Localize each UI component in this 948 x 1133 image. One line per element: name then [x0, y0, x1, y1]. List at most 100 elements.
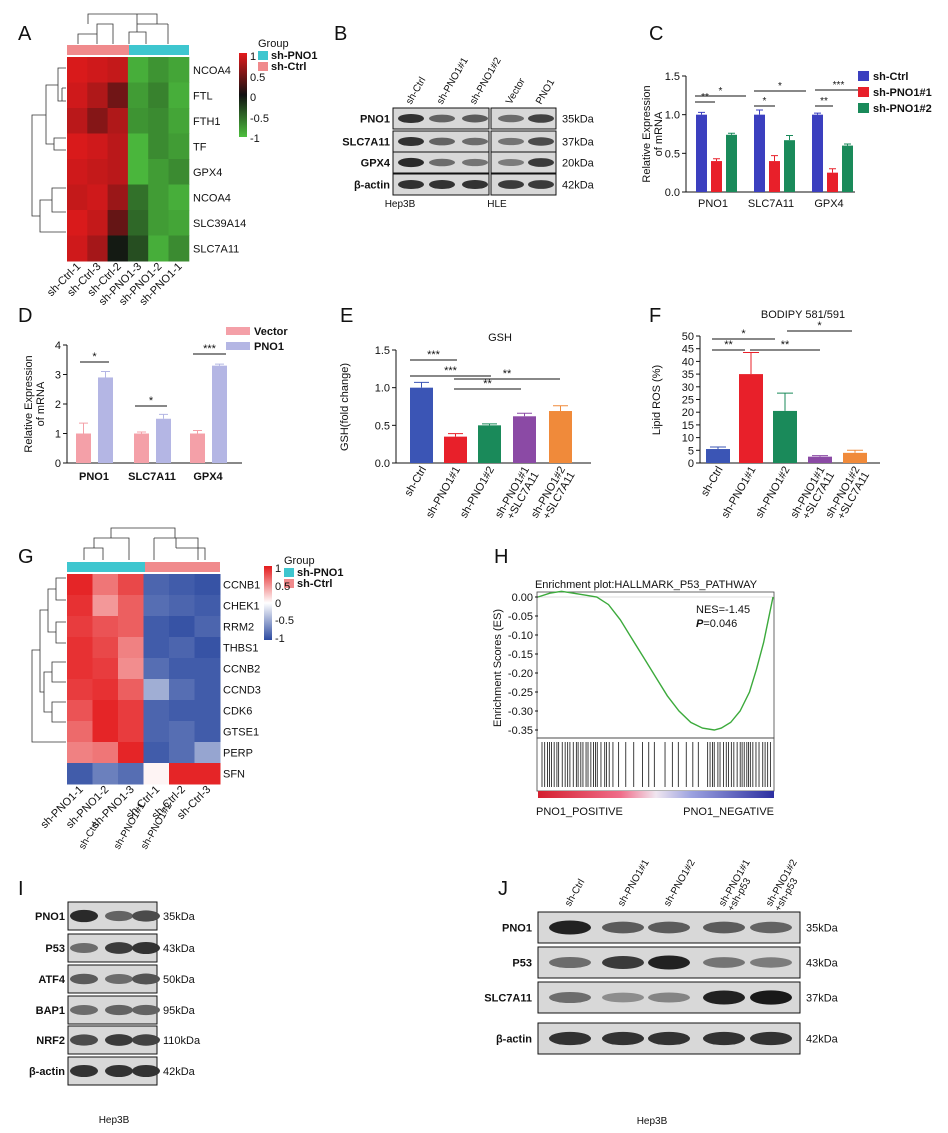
band [132, 941, 160, 955]
x-tick-label-sh-pno1-2: sh-PNO1#2 [458, 465, 497, 521]
gene-label-ftl: FTL [193, 90, 213, 102]
group-bar-sh-pno1 [129, 45, 189, 55]
band [750, 990, 792, 1005]
band [750, 957, 792, 968]
heatmap-cell [143, 574, 170, 596]
panel-b-western-blot: sh-Ctrl sh-PNO1#1sh-PNO1#2 Vector PNO1 PNO1… [342, 55, 594, 210]
bar-sh-pno1-1-slc7a11 [808, 456, 832, 463]
heatmap-cell [148, 159, 169, 185]
bar-sh-pno1-2-slc7a11 [843, 452, 867, 463]
significance-mark: *** [427, 349, 441, 361]
column-dendrogram [83, 527, 206, 560]
band [70, 909, 98, 923]
band [498, 137, 524, 146]
heatmap-cell [67, 616, 93, 638]
heatmap-cell [67, 658, 93, 680]
heatmap-cell [148, 133, 169, 160]
gene-label-ncoa4: NCOA4 [193, 192, 231, 204]
heatmap-cell [107, 133, 129, 160]
group-legend-title: Group [284, 555, 315, 567]
heatmap-cell [168, 210, 190, 236]
band [429, 179, 455, 190]
significance-mark: * [92, 351, 97, 363]
lane-label-part: sh-Ctrl [404, 75, 428, 106]
cell-line-hle: HLE [487, 199, 507, 210]
heatmap-cell [148, 210, 169, 236]
band [398, 113, 424, 124]
y-tick-label: -0.25 [508, 687, 533, 699]
heatmap-cell [194, 700, 221, 722]
significance-mark: ** [724, 339, 733, 351]
significance-mark: ** [781, 339, 790, 351]
bar-sh-pno1-1-slc7a11 [769, 161, 780, 192]
heatmap-cell [67, 57, 88, 83]
band [462, 137, 488, 146]
significance-mark: * [719, 86, 723, 97]
heatmap-cell [143, 742, 170, 764]
x-tick-label-sh-pno1-2: sh-PNO1#2 [753, 465, 792, 521]
right-phenotype-label: PNO1_NEGATIVE [683, 806, 774, 818]
legend-label-pno1: PNO1 [254, 341, 284, 353]
gene-label-gpx4: GPX4 [193, 167, 222, 179]
band [105, 1034, 133, 1046]
heatmap-cell [148, 57, 169, 83]
gene-label-ncoa4: NCOA4 [193, 65, 231, 77]
band [105, 942, 133, 954]
protein-label-gpx4: GPX4 [361, 158, 391, 170]
scale-label-0: 0 [275, 598, 281, 610]
size-label-42kda: 42kDa [806, 1034, 839, 1046]
heatmap-cell [169, 616, 195, 638]
gene-label-slc7a11: SLC7A11 [193, 243, 239, 255]
heatmap-cell [127, 133, 149, 160]
band [132, 973, 160, 985]
error-bar [777, 392, 793, 411]
heatmap-cell [168, 57, 190, 83]
lane-label-part: sh-PNO1#1 [435, 55, 471, 106]
legend-label-sh-pno1: sh-PNO1 [271, 50, 317, 62]
band [498, 180, 524, 189]
band [462, 179, 488, 190]
band [70, 973, 98, 985]
lane-label-part: sh-PNO1#1 [616, 857, 652, 908]
gene-label-ccnd3: CCND3 [223, 685, 261, 697]
y-tick-label: -0.05 [508, 611, 533, 623]
heatmap-cell [143, 658, 170, 680]
band [602, 921, 644, 934]
band [132, 1034, 160, 1046]
y-axis-label: GSH(fold change) [339, 363, 351, 451]
error-bar [812, 455, 828, 457]
heatmap-cell [118, 595, 144, 617]
bar-sh-ctrl-slc7a11 [754, 114, 765, 192]
band [132, 910, 160, 922]
x-tick-label-part: sh-Ctrl [403, 465, 430, 499]
protein-label-nrf2: NRF2 [36, 1035, 65, 1047]
bar-sh-pno1-1 [739, 374, 763, 463]
legend-swatch-sh-pno1 [258, 51, 268, 60]
y-tick-label: 2 [55, 399, 61, 411]
heatmap-cell [67, 235, 88, 262]
panel-j-western-blot: sh-Ctrl sh-PNO1#1 sh-PNO1#2 sh-PNO1#1+sh-p5… [484, 857, 838, 1127]
scale-label-neg-0-5: -0.5 [250, 113, 269, 125]
heatmap-cell [67, 82, 88, 109]
chart-title: Enrichment plot:HALLMARK_P53_PATHWAY [535, 579, 758, 591]
heatmap-cell [92, 679, 119, 701]
y-tick-label: -0.35 [508, 725, 533, 737]
heatmap-cell [127, 235, 149, 262]
heatmap-cell [92, 595, 119, 617]
band [549, 920, 591, 935]
scale-label-0: 0 [250, 92, 256, 104]
band [703, 990, 745, 1005]
enrichment-curve [537, 590, 774, 731]
band [462, 114, 488, 123]
heatmap-cell [148, 82, 169, 109]
x-tick-label-part: sh-PNO1#1 [424, 465, 463, 521]
error-bar [786, 135, 793, 141]
heatmap-cell [148, 235, 169, 262]
bar-sh-ctrl [706, 449, 730, 463]
legend-label-sh-ctrl: sh-Ctrl [873, 71, 908, 83]
error-bar [698, 111, 705, 115]
p-value: =0.046 [703, 618, 737, 630]
y-axis-label-part: of mRNA [35, 381, 47, 426]
